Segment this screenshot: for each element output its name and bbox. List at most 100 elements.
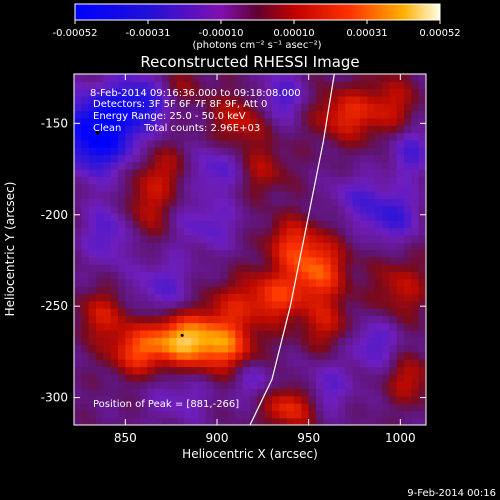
- heatmap-cell: [323, 373, 332, 382]
- heatmap-cell: [272, 308, 280, 316]
- heatmap-cell: [264, 103, 273, 112]
- heatmap-cell: [279, 256, 288, 265]
- heatmap-cell: [338, 103, 346, 112]
- heatmap-cell: [374, 337, 383, 346]
- heatmap-cell: [272, 322, 280, 331]
- heatmap-cell: [323, 125, 332, 134]
- heatmap-cell: [220, 198, 229, 207]
- heatmap-cell: [220, 322, 229, 331]
- heatmap-cell: [154, 198, 163, 207]
- heatmap-cell: [191, 95, 200, 104]
- heatmap-cell: [330, 81, 339, 90]
- heatmap-cell: [147, 264, 156, 273]
- heatmap-cell: [213, 220, 222, 229]
- heatmap-cell: [242, 117, 251, 126]
- heatmap-cell: [404, 81, 412, 90]
- heatmap-cell: [272, 271, 280, 280]
- heatmap-cell: [228, 220, 236, 229]
- heatmap-cell: [81, 417, 90, 425]
- heatmap-cell: [404, 132, 412, 141]
- heatmap-cell: [103, 249, 112, 258]
- heatmap-cell: [176, 125, 185, 134]
- heatmap-cell: [396, 249, 405, 258]
- heatmap-cell: [147, 139, 156, 148]
- heatmap-cell: [279, 88, 288, 97]
- heatmap-cell: [418, 366, 426, 375]
- heatmap-cell: [367, 366, 376, 375]
- heatmap-cell: [272, 212, 280, 221]
- heatmap-cell: [154, 403, 163, 411]
- heatmap-cell: [74, 132, 82, 141]
- heatmap-cell: [382, 242, 390, 251]
- heatmap-cell: [301, 381, 310, 390]
- heatmap-cell: [411, 74, 420, 82]
- heatmap-cell: [294, 278, 302, 287]
- heatmap-cell: [382, 103, 390, 112]
- heatmap-cell: [418, 205, 426, 214]
- heatmap-cell: [316, 359, 324, 368]
- heatmap-cell: [110, 286, 119, 294]
- heatmap-cell: [367, 132, 376, 141]
- heatmap-cell: [257, 132, 266, 141]
- heatmap-cell: [404, 322, 412, 331]
- heatmap-cell: [154, 359, 163, 368]
- heatmap-cell: [294, 271, 302, 280]
- heatmap-cell: [184, 242, 192, 251]
- heatmap-cell: [272, 329, 280, 338]
- heatmap-cell: [330, 220, 339, 229]
- heatmap-cell: [110, 359, 119, 368]
- heatmap-cell: [418, 300, 426, 309]
- heatmap-cell: [184, 110, 192, 119]
- heatmap-cell: [154, 264, 163, 273]
- heatmap-cell: [250, 417, 258, 425]
- heatmap-cell: [184, 271, 192, 280]
- heatmap-cell: [250, 205, 258, 214]
- heatmap-cell: [352, 132, 361, 141]
- heatmap-cell: [389, 154, 398, 163]
- heatmap-cell: [140, 286, 148, 294]
- heatmap-cell: [169, 74, 178, 82]
- heatmap-cell: [118, 81, 126, 90]
- heatmap-cell: [338, 410, 346, 419]
- heatmap-cell: [103, 278, 112, 287]
- heatmap-cell: [352, 74, 361, 82]
- heatmap-cell: [250, 234, 258, 243]
- heatmap-cell: [110, 388, 119, 397]
- heatmap-cell: [316, 81, 324, 90]
- heatmap-cell: [198, 227, 207, 236]
- heatmap-cell: [74, 81, 82, 90]
- heatmap-cell: [323, 293, 332, 302]
- heatmap-cell: [418, 74, 426, 82]
- heatmap-cell: [396, 388, 405, 397]
- heatmap-cell: [235, 322, 244, 331]
- heatmap-cell: [242, 205, 251, 214]
- heatmap-cell: [162, 286, 170, 294]
- heatmap-cell: [228, 212, 236, 221]
- heatmap-cell: [154, 337, 163, 346]
- heatmap-cell: [118, 388, 126, 397]
- heatmap-cell: [220, 395, 229, 404]
- heatmap-cell: [294, 395, 302, 404]
- heatmap-cell: [235, 74, 244, 82]
- heatmap-cell: [389, 417, 398, 425]
- heatmap-cell: [74, 351, 82, 360]
- heatmap-cell: [352, 103, 361, 112]
- heatmap-cell: [323, 351, 332, 360]
- heatmap-cell: [74, 161, 82, 170]
- heatmap-cell: [96, 103, 104, 112]
- heatmap-cell: [154, 74, 163, 82]
- heatmap-cell: [140, 329, 148, 338]
- heatmap-cell: [184, 183, 192, 192]
- heatmap-cell: [286, 351, 295, 360]
- heatmap-cell: [88, 395, 97, 404]
- heatmap-cell: [338, 300, 346, 309]
- heatmap-cell: [301, 242, 310, 251]
- heatmap-cell: [257, 373, 266, 382]
- heatmap-cell: [184, 161, 192, 170]
- heatmap-cell: [301, 286, 310, 294]
- heatmap-cell: [345, 183, 354, 192]
- heatmap-cell: [250, 242, 258, 251]
- heatmap-cell: [404, 366, 412, 375]
- heatmap-cell: [411, 198, 420, 207]
- heatmap-cell: [242, 337, 251, 346]
